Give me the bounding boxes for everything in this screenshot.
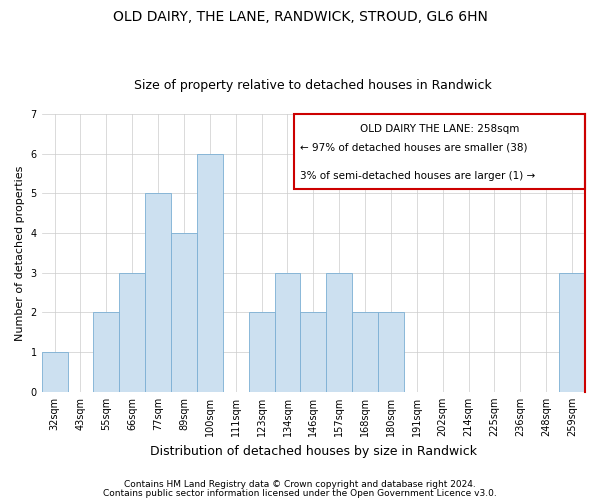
FancyBboxPatch shape: [295, 114, 585, 189]
Bar: [119, 272, 145, 392]
Bar: [275, 272, 301, 392]
Bar: [248, 312, 275, 392]
Title: Size of property relative to detached houses in Randwick: Size of property relative to detached ho…: [134, 79, 492, 92]
Bar: [559, 272, 585, 392]
Bar: [171, 233, 197, 392]
Text: OLD DAIRY, THE LANE, RANDWICK, STROUD, GL6 6HN: OLD DAIRY, THE LANE, RANDWICK, STROUD, G…: [113, 10, 487, 24]
Text: 3% of semi-detached houses are larger (1) →: 3% of semi-detached houses are larger (1…: [300, 170, 535, 180]
Text: OLD DAIRY THE LANE: 258sqm: OLD DAIRY THE LANE: 258sqm: [360, 124, 520, 134]
Text: Contains public sector information licensed under the Open Government Licence v3: Contains public sector information licen…: [103, 490, 497, 498]
Bar: [197, 154, 223, 392]
Text: ← 97% of detached houses are smaller (38): ← 97% of detached houses are smaller (38…: [300, 143, 527, 153]
X-axis label: Distribution of detached houses by size in Randwick: Distribution of detached houses by size …: [150, 444, 477, 458]
Bar: [94, 312, 119, 392]
Bar: [41, 352, 68, 392]
Bar: [326, 272, 352, 392]
Bar: [301, 312, 326, 392]
Y-axis label: Number of detached properties: Number of detached properties: [15, 165, 25, 340]
Bar: [352, 312, 378, 392]
Bar: [378, 312, 404, 392]
Text: Contains HM Land Registry data © Crown copyright and database right 2024.: Contains HM Land Registry data © Crown c…: [124, 480, 476, 489]
Bar: [145, 194, 171, 392]
